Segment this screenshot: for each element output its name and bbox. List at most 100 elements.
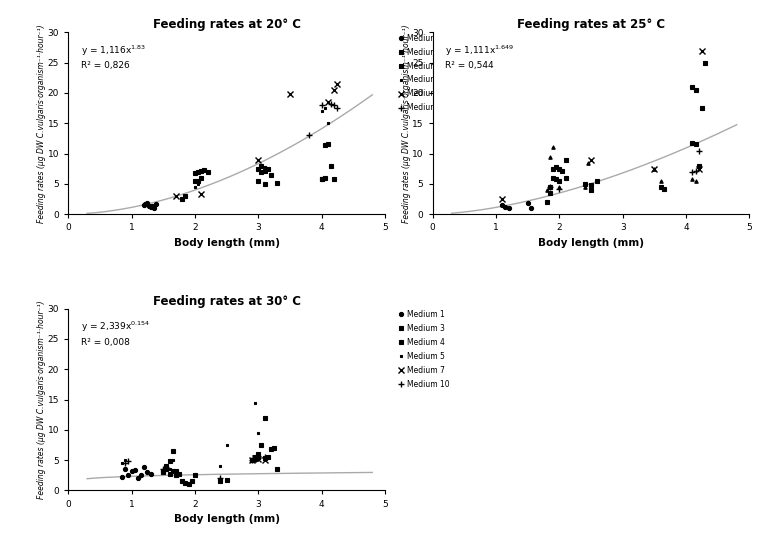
Medium 3 <box>181 480 190 487</box>
Text: y = 1,111x$^{1.649}$: y = 1,111x$^{1.649}$ <box>445 43 515 58</box>
Medium 5 <box>260 164 269 170</box>
Medium 10 <box>333 105 342 112</box>
Medium 10 <box>330 102 339 108</box>
Medium 1 <box>497 202 506 208</box>
Medium 5 <box>656 177 665 184</box>
Medium 3 <box>269 445 279 451</box>
Medium 4 <box>317 176 326 182</box>
Medium 3 <box>190 472 199 479</box>
Line: Medium 7: Medium 7 <box>173 81 341 199</box>
Medium 1 <box>501 204 510 210</box>
Text: R² = 0,544: R² = 0,544 <box>445 61 494 71</box>
Medium 3 <box>194 169 203 175</box>
Medium 1 <box>127 468 136 474</box>
Medium 5 <box>555 184 564 190</box>
Medium 1 <box>136 472 145 479</box>
Title: Feeding rates at 25° C: Feeding rates at 25° C <box>517 18 665 31</box>
Medium 3 <box>320 142 329 148</box>
Medium 4 <box>159 469 168 475</box>
Line: Medium 1: Medium 1 <box>142 201 157 210</box>
Medium 3 <box>326 162 335 169</box>
Medium 1 <box>120 466 129 473</box>
Medium 5 <box>120 457 129 464</box>
Line: Medium 10: Medium 10 <box>306 101 341 139</box>
Medium 4 <box>190 177 199 184</box>
Medium 3 <box>273 466 282 473</box>
Medium 5 <box>584 160 593 166</box>
Medium 3 <box>168 468 177 474</box>
Legend: Medium 1, Medium 3, Medium 4, Medium 5, Medium 7, Medium 10: Medium 1, Medium 3, Medium 4, Medium 5, … <box>394 307 453 392</box>
Medium 4 <box>691 87 700 93</box>
Medium 7 <box>694 165 703 172</box>
Medium 4 <box>254 177 263 184</box>
Legend: Medium 1, Medium 3, Medium 4, Medium 5, Medium 7, Medium 10: Medium 1, Medium 3, Medium 4, Medium 5, … <box>394 31 453 115</box>
Line: Medium 3: Medium 3 <box>180 142 336 201</box>
Medium 7 <box>330 87 339 93</box>
Medium 10 <box>304 132 313 139</box>
Medium 4 <box>545 184 554 190</box>
Medium 4 <box>561 156 570 163</box>
Medium 4 <box>162 463 171 469</box>
Medium 4 <box>216 478 225 485</box>
Medium 1 <box>133 475 142 482</box>
Title: Feeding rates at 20° C: Feeding rates at 20° C <box>153 18 301 31</box>
Medium 1 <box>139 202 148 208</box>
Medium 7 <box>333 81 342 87</box>
Medium 7 <box>251 455 260 461</box>
Medium 4 <box>260 181 269 187</box>
Medium 3 <box>257 162 266 169</box>
Medium 3 <box>691 141 700 148</box>
Medium 3 <box>545 190 554 196</box>
Medium 4 <box>251 456 260 462</box>
Medium 3 <box>260 167 269 174</box>
Line: Medium 5: Medium 5 <box>194 107 329 188</box>
Medium 4 <box>197 175 206 181</box>
Medium 4 <box>548 175 557 181</box>
Medium 1 <box>139 464 148 471</box>
Medium 5 <box>165 466 174 473</box>
Medium 10 <box>555 185 564 192</box>
Line: Medium 4: Medium 4 <box>193 170 326 185</box>
Medium 3 <box>552 164 561 170</box>
Line: Medium 5: Medium 5 <box>120 401 266 472</box>
Medium 5 <box>222 442 231 448</box>
Line: Medium 1: Medium 1 <box>120 465 153 480</box>
Medium 4 <box>222 476 231 483</box>
Medium 5 <box>216 463 225 469</box>
Text: R² = 0,826: R² = 0,826 <box>81 61 129 71</box>
Medium 4 <box>248 457 257 464</box>
Medium 3 <box>273 179 282 186</box>
Medium 10 <box>124 458 133 465</box>
Medium 1 <box>523 200 532 206</box>
Line: Medium 4: Medium 4 <box>548 85 697 190</box>
Medium 5 <box>194 181 203 187</box>
Medium 10 <box>251 456 260 462</box>
Medium 3 <box>159 468 168 474</box>
Medium 1 <box>526 205 535 211</box>
Medium 3 <box>263 165 273 172</box>
Medium 1 <box>141 201 150 208</box>
Medium 7 <box>171 193 180 199</box>
Medium 1 <box>151 201 160 207</box>
Y-axis label: Feeding rates (µg DW C.vulgaris·organism⁻¹·hour⁻¹): Feeding rates (µg DW C.vulgaris·organism… <box>37 24 46 223</box>
Medium 4 <box>688 84 697 90</box>
Medium 5 <box>580 184 589 190</box>
X-axis label: Body length (mm): Body length (mm) <box>173 238 279 248</box>
Medium 7 <box>254 456 263 462</box>
Medium 7 <box>197 191 206 197</box>
Medium 10 <box>326 101 335 107</box>
Y-axis label: Feeding rates (µg DW C.vulgaris·organism⁻¹·hour⁻¹): Feeding rates (µg DW C.vulgaris·organism… <box>402 24 410 223</box>
Medium 10 <box>691 167 700 174</box>
Medium 5 <box>323 120 332 127</box>
Medium 10 <box>694 147 703 154</box>
Line: Medium 7: Medium 7 <box>249 455 268 464</box>
Medium 10 <box>260 454 269 460</box>
Medium 3 <box>254 165 263 172</box>
Line: Medium 10: Medium 10 <box>122 454 268 481</box>
Medium 3 <box>266 446 276 453</box>
Medium 4 <box>171 468 180 474</box>
Medium 4 <box>552 176 561 182</box>
Line: Medium 4: Medium 4 <box>161 450 266 483</box>
Medium 3 <box>561 175 570 181</box>
Medium 7 <box>587 156 596 163</box>
